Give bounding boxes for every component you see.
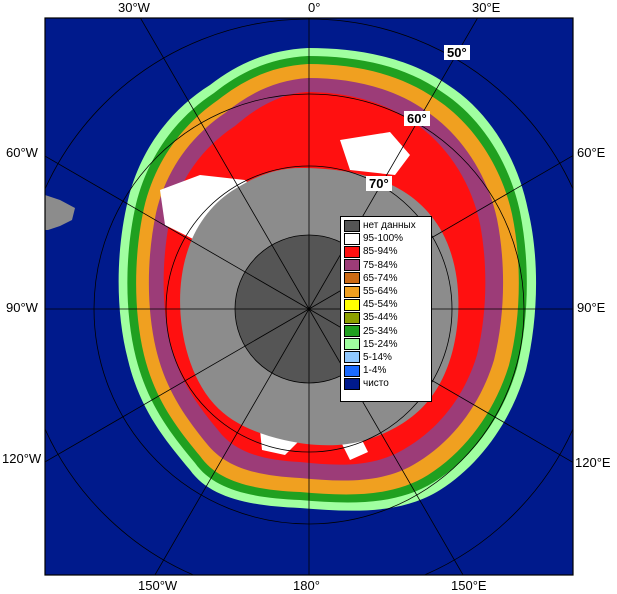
south-america-landmass <box>45 195 75 230</box>
lon-label-150e: 150°E <box>451 578 487 593</box>
legend-label: 85-94% <box>363 246 398 258</box>
legend-item: 65-74% <box>344 272 428 285</box>
legend-swatch <box>344 259 360 272</box>
legend-label: чисто <box>363 378 389 390</box>
legend-item: 45-54% <box>344 298 428 311</box>
legend-item: 95-100% <box>344 232 428 245</box>
legend-swatch <box>344 245 360 258</box>
legend-label: нет данных <box>363 220 416 232</box>
legend-swatch <box>344 285 360 298</box>
legend-label: 95-100% <box>363 233 404 245</box>
lon-label-30e: 30°E <box>472 0 501 15</box>
lon-label-180: 180° <box>293 578 320 593</box>
lon-label-60w: 60°W <box>6 145 38 160</box>
lat-label-50: 50° <box>444 45 470 60</box>
legend-item: 35-44% <box>344 311 428 324</box>
legend-label: 35-44% <box>363 312 398 324</box>
legend-swatch <box>344 351 360 364</box>
legend-item: нет данных <box>344 219 428 232</box>
lon-label-30w: 30°W <box>118 0 150 15</box>
lat-label-70: 70° <box>366 176 392 191</box>
legend-swatch <box>344 298 360 311</box>
legend-item: 85-94% <box>344 245 428 258</box>
legend-swatch <box>344 364 360 377</box>
legend-swatch <box>344 325 360 338</box>
legend-label: 1-4% <box>363 365 387 377</box>
map-frame <box>44 17 574 576</box>
legend-swatch <box>344 232 360 245</box>
lon-label-0: 0° <box>308 0 321 15</box>
legend-label: 15-24% <box>363 338 398 350</box>
legend-label: 5-14% <box>363 351 392 363</box>
legend-swatch <box>344 338 360 351</box>
legend-label: 75-84% <box>363 259 398 271</box>
legend-item: 1-4% <box>344 364 428 377</box>
lon-label-90e: 90°E <box>577 300 606 315</box>
lon-label-120w: 120°W <box>2 451 42 466</box>
legend-item: 55-64% <box>344 285 428 298</box>
legend-swatch <box>344 219 360 232</box>
lon-label-120e: 120°E <box>575 455 611 470</box>
legend-label: 25-34% <box>363 325 398 337</box>
legend-item: 25-34% <box>344 325 428 338</box>
legend-item: 75-84% <box>344 259 428 272</box>
legend-label: 55-64% <box>363 286 398 298</box>
legend-swatch <box>344 311 360 324</box>
ice-concentration-legend: нет данных 95-100% 85-94% 75-84% 65-74% 55-64… <box>340 216 432 402</box>
legend-item: 5-14% <box>344 351 428 364</box>
legend-label: 65-74% <box>363 272 398 284</box>
legend-swatch <box>344 272 360 285</box>
legend-swatch <box>344 377 360 390</box>
lon-label-60e: 60°E <box>577 145 606 160</box>
lon-label-90w: 90°W <box>6 300 38 315</box>
legend-label: 45-54% <box>363 299 398 311</box>
lon-label-150w: 150°W <box>138 578 178 593</box>
lat-label-60: 60° <box>404 111 430 126</box>
legend-item: чисто <box>344 377 428 390</box>
legend-item: 15-24% <box>344 338 428 351</box>
